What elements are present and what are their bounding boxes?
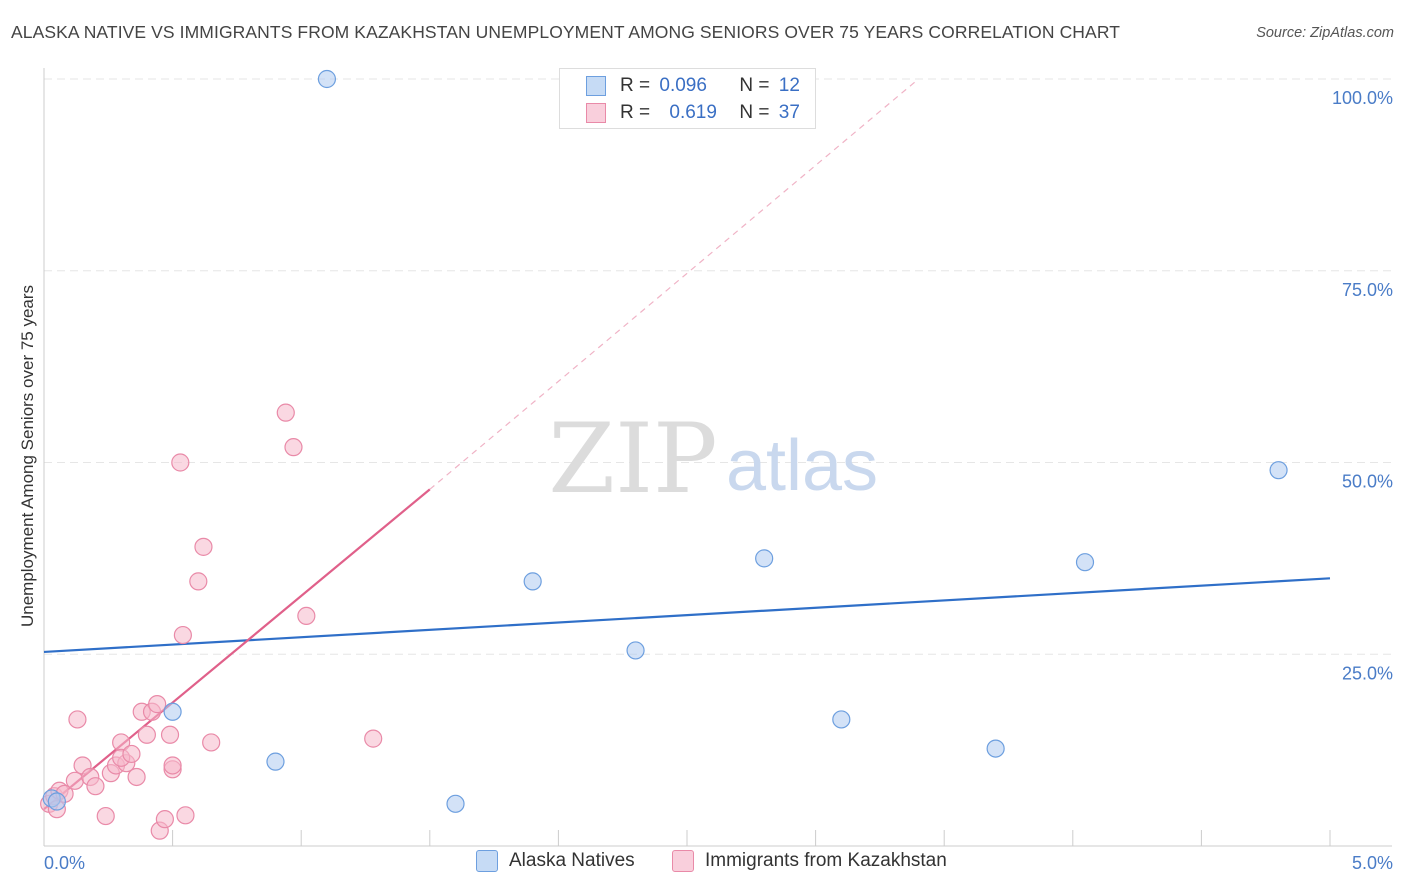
y-tick-label: 25.0% [1342, 663, 1393, 683]
point-alaska-native [832, 710, 851, 729]
data-points [40, 69, 1288, 840]
legend-n-value: 37 [778, 102, 800, 123]
point-kazakhstan [276, 403, 295, 422]
point-alaska-native [317, 69, 337, 89]
source-label: Source: ZipAtlas.com [1256, 25, 1394, 41]
trend-line-1 [43, 488, 431, 811]
legend-item-alaska-natives: Alaska Natives [476, 850, 635, 872]
series-legend: Alaska Natives Immigrants from Kazakhsta… [0, 850, 1406, 878]
trend-lines [43, 78, 1331, 811]
point-alaska-native [626, 641, 645, 660]
trend-line-extension-1 [429, 78, 919, 490]
legend-label: Alaska Natives [509, 850, 635, 871]
watermark-zip: ZIP [548, 403, 717, 515]
y-tick-label: 100.0% [1332, 88, 1393, 108]
point-kazakhstan [127, 767, 146, 787]
watermark: ZIP atlas [548, 403, 878, 515]
x-tick-label: 5.0% [1352, 853, 1393, 873]
point-kazakhstan [96, 806, 115, 826]
watermark-atlas: atlas [726, 426, 878, 506]
legend-item-kazakhstan: Immigrants from Kazakhstan [672, 850, 947, 872]
point-kazakhstan [86, 777, 105, 796]
trend-line-0 [43, 577, 1331, 654]
point-alaska-native [266, 752, 285, 771]
point-kazakhstan [364, 729, 383, 748]
point-kazakhstan [155, 810, 174, 829]
legend-r-label: R = [620, 75, 651, 96]
point-kazakhstan [284, 438, 303, 457]
point-alaska-native [1075, 553, 1095, 572]
legend-row-kazakhstan: R = 0.619 N = 37 [586, 101, 800, 125]
legend-swatch [476, 850, 498, 872]
y-axis-label: Unemployment Among Seniors over 75 years [18, 284, 37, 628]
point-kazakhstan [202, 733, 221, 752]
point-kazakhstan [173, 625, 192, 645]
point-kazakhstan [297, 606, 316, 626]
legend-swatch [672, 850, 694, 872]
x-tick-label: 0.0% [44, 853, 85, 873]
y-tick-label: 50.0% [1342, 472, 1393, 492]
legend-n-label: N = [739, 102, 770, 123]
point-alaska-native [1269, 461, 1288, 480]
gridlines [44, 78, 1392, 655]
axes [43, 68, 1392, 847]
chart-title: ALASKA NATIVE VS IMMIGRANTS FROM KAZAKHS… [11, 22, 1121, 42]
legend-label: Immigrants from Kazakhstan [705, 850, 947, 871]
legend-r-label: R = [620, 102, 651, 123]
correlation-legend: R = 0.096 N = 12 R = 0.619 N = 37 [559, 68, 816, 129]
point-alaska-native [755, 549, 774, 568]
point-kazakhstan [65, 771, 84, 790]
point-kazakhstan [176, 806, 195, 825]
point-kazakhstan [189, 572, 208, 591]
point-kazakhstan [160, 725, 180, 744]
point-alaska-native [986, 739, 1005, 758]
legend-r-value: 0.096 [659, 75, 707, 96]
legend-n-label: N = [739, 75, 770, 96]
point-alaska-native [446, 794, 465, 813]
legend-swatch-alaska [586, 76, 606, 96]
tick-labels: 100.0% 75.0% 50.0% 25.0% 0.0% 5.0% [44, 88, 1393, 873]
point-kazakhstan [148, 695, 167, 714]
point-kazakhstan [171, 453, 190, 472]
point-alaska-native [163, 702, 182, 721]
point-kazakhstan [137, 725, 156, 744]
y-tick-label: 75.0% [1342, 280, 1393, 300]
legend-n-value: 12 [778, 75, 800, 96]
point-alaska-native [523, 572, 542, 591]
point-kazakhstan [163, 756, 182, 775]
point-kazakhstan [68, 710, 87, 729]
point-kazakhstan [122, 744, 141, 764]
point-alaska-native [47, 792, 66, 811]
legend-swatch-kazakhstan [586, 103, 606, 123]
legend-r-value: 0.619 [669, 102, 717, 123]
point-kazakhstan [194, 537, 213, 556]
legend-row-alaska: R = 0.096 N = 12 [586, 74, 800, 98]
